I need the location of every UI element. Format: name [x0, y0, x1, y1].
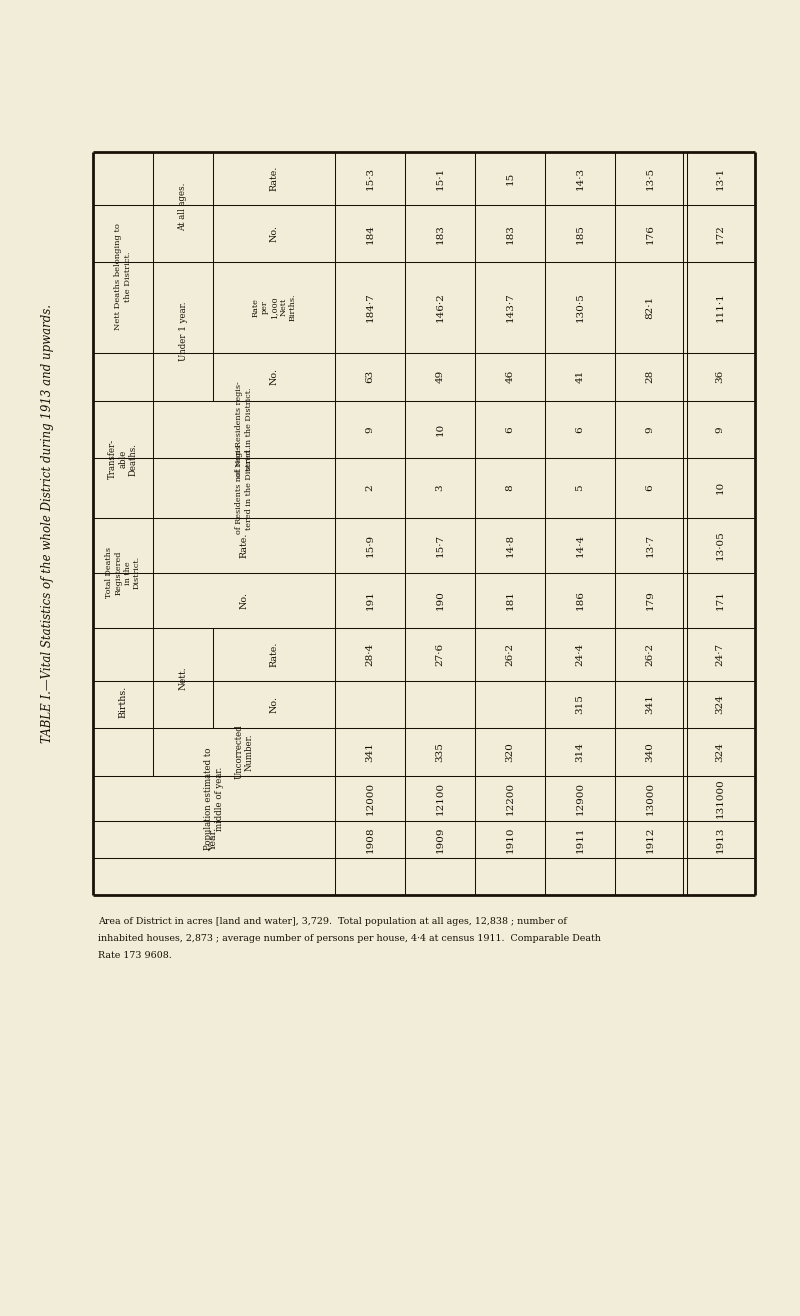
Text: 14·3: 14·3 [575, 167, 585, 191]
Text: 1908: 1908 [366, 826, 374, 853]
Text: 1912: 1912 [646, 826, 654, 853]
Text: No.: No. [270, 368, 278, 386]
Text: 172: 172 [715, 224, 725, 243]
Text: Rate.: Rate. [270, 166, 278, 191]
Text: 10: 10 [435, 422, 445, 436]
Text: Transfer-
able
Deaths.: Transfer- able Deaths. [108, 440, 138, 479]
Text: Uncorrected
Number.: Uncorrected Number. [234, 725, 254, 779]
Text: 315: 315 [575, 695, 585, 715]
Text: 186: 186 [575, 591, 585, 611]
Text: 324: 324 [715, 742, 725, 762]
Text: 1910: 1910 [506, 826, 514, 853]
Text: 340: 340 [646, 742, 654, 762]
Text: 6: 6 [646, 484, 654, 491]
Text: 14·8: 14·8 [506, 533, 514, 557]
Text: 28: 28 [646, 370, 654, 383]
Text: Population estimated to
middle of year.: Population estimated to middle of year. [204, 747, 224, 850]
Text: 191: 191 [366, 591, 374, 611]
Text: 6: 6 [575, 426, 585, 433]
Text: 15: 15 [506, 172, 514, 186]
Text: 176: 176 [646, 224, 654, 243]
Text: 184·7: 184·7 [366, 292, 374, 322]
Text: 46: 46 [506, 370, 514, 383]
Text: 26·2: 26·2 [646, 644, 654, 666]
Text: 314: 314 [575, 742, 585, 762]
Text: 111·1: 111·1 [715, 292, 725, 322]
Text: 6: 6 [506, 426, 514, 433]
Text: 320: 320 [506, 742, 514, 762]
Text: 143·7: 143·7 [506, 292, 514, 322]
Text: Nett.: Nett. [178, 666, 187, 690]
Text: No.: No. [270, 225, 278, 242]
Text: 341: 341 [646, 695, 654, 715]
Text: 2: 2 [366, 484, 374, 491]
Text: 24·4: 24·4 [575, 644, 585, 666]
Text: 24·7: 24·7 [715, 644, 725, 666]
Text: 13·05: 13·05 [715, 530, 725, 559]
Text: 13000: 13000 [646, 782, 654, 815]
Text: 341: 341 [366, 742, 374, 762]
Text: 13·5: 13·5 [646, 167, 654, 191]
Text: 14·4: 14·4 [575, 533, 585, 557]
Text: Rate.: Rate. [270, 642, 278, 667]
Text: Area of District in acres [land and water], 3,729.  Total population at all ages: Area of District in acres [land and wate… [98, 917, 567, 926]
Text: 171: 171 [715, 591, 725, 611]
Text: 15·9: 15·9 [366, 533, 374, 557]
Text: 185: 185 [575, 224, 585, 243]
Text: 8: 8 [506, 484, 514, 491]
Text: 181: 181 [506, 591, 514, 611]
Text: 28·4: 28·4 [366, 644, 374, 666]
Text: No.: No. [270, 696, 278, 713]
Text: 12100: 12100 [435, 782, 445, 815]
Text: 324: 324 [715, 695, 725, 715]
Text: 146·2: 146·2 [435, 292, 445, 322]
Text: 1911: 1911 [575, 826, 585, 853]
Text: 12000: 12000 [366, 782, 374, 815]
Text: of Residents not regis-
tered in the District.: of Residents not regis- tered in the Dis… [235, 442, 253, 534]
Text: 49: 49 [435, 370, 445, 383]
Text: 9: 9 [715, 426, 725, 433]
Text: 1913: 1913 [715, 826, 725, 853]
Text: 179: 179 [646, 591, 654, 611]
Text: Total Deaths
Registered
in the
District.: Total Deaths Registered in the District. [106, 547, 141, 599]
Text: Nett Deaths belonging to
the District.: Nett Deaths belonging to the District. [114, 222, 131, 330]
Text: 13·1: 13·1 [715, 167, 725, 191]
Text: of Non-Residents regis-
tered in the District.: of Non-Residents regis- tered in the Dis… [235, 382, 253, 478]
Text: 10: 10 [715, 482, 725, 495]
Text: 131000: 131000 [715, 779, 725, 819]
Text: 36: 36 [715, 370, 725, 383]
Text: 335: 335 [435, 742, 445, 762]
Text: TABLE I.—Vital Statistics of the whole District during 1913 and upwards.: TABLE I.—Vital Statistics of the whole D… [42, 304, 54, 744]
Text: Under 1 year.: Under 1 year. [178, 301, 187, 361]
Text: 183: 183 [506, 224, 514, 243]
Text: 190: 190 [435, 591, 445, 611]
Text: 63: 63 [366, 370, 374, 383]
Text: 1909: 1909 [435, 826, 445, 853]
Text: Rate 173 9608.: Rate 173 9608. [98, 951, 172, 959]
Text: 12900: 12900 [575, 782, 585, 815]
Text: inhabited houses, 2,873 ; average number of persons per house, 4·4 at census 191: inhabited houses, 2,873 ; average number… [98, 934, 601, 944]
Text: 12200: 12200 [506, 782, 514, 815]
Text: 13·7: 13·7 [646, 533, 654, 557]
Text: 9: 9 [366, 426, 374, 433]
Text: At all ages.: At all ages. [178, 183, 187, 232]
Text: 184: 184 [366, 224, 374, 243]
Text: 27·6: 27·6 [435, 644, 445, 666]
Text: Births.: Births. [118, 686, 127, 719]
Text: Rate
per
1,000
Nett
Births.: Rate per 1,000 Nett Births. [251, 293, 296, 321]
Text: Year.: Year. [210, 828, 218, 851]
Text: 9: 9 [646, 426, 654, 433]
Text: 15·1: 15·1 [435, 167, 445, 191]
Text: 41: 41 [575, 370, 585, 383]
Text: Rate.: Rate. [239, 533, 249, 558]
Text: 130·5: 130·5 [575, 292, 585, 322]
Text: 15·7: 15·7 [435, 533, 445, 557]
Text: 183: 183 [435, 224, 445, 243]
Text: 5: 5 [575, 484, 585, 491]
Text: 26·2: 26·2 [506, 644, 514, 666]
Text: 15·3: 15·3 [366, 167, 374, 191]
Text: No.: No. [239, 592, 249, 609]
Text: 82·1: 82·1 [646, 296, 654, 318]
Text: 3: 3 [435, 484, 445, 491]
